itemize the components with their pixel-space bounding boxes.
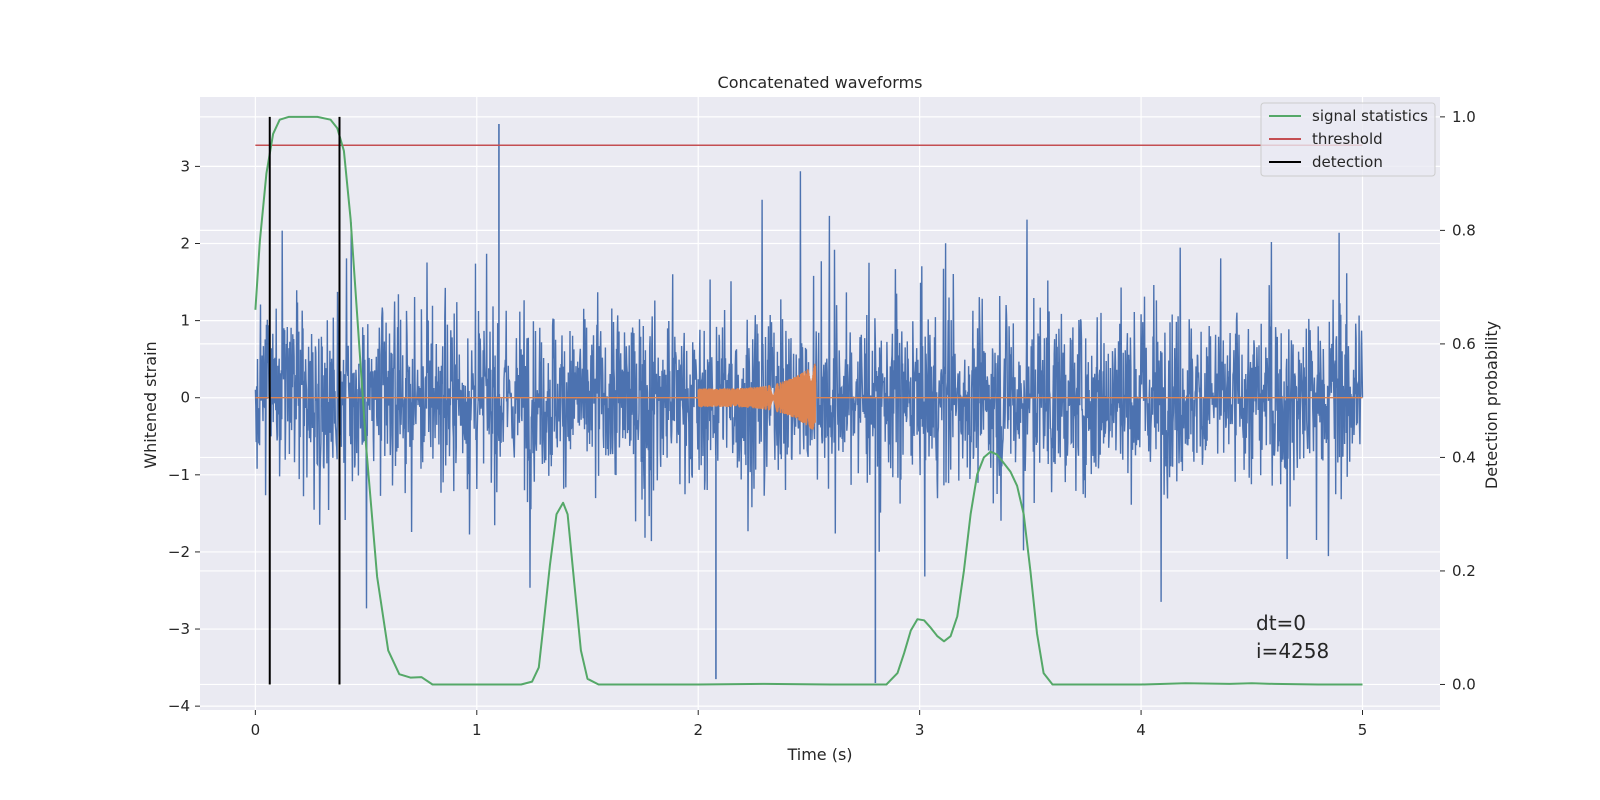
y-tick-label: −2 [168,543,190,561]
y-tick-label: 3 [180,157,190,175]
right-y-axis-ticks: 0.0 0.2 0.4 0.6 0.8 1.0 [1440,108,1476,693]
y-tick-label: −1 [168,466,190,484]
x-tick-label: 1 [472,721,482,739]
template-series-line [255,363,1363,430]
legend: signal statistics threshold detection [1260,102,1436,177]
x-tick-label: 0 [251,721,261,739]
x-axis-ticks: 0 1 2 3 4 5 [251,710,1368,739]
legend-label-threshold: threshold [1312,130,1383,148]
signal-statistics-line [254,115,1363,686]
legend-label-detection: detection [1312,153,1383,171]
y-axis-label: Whitened strain [141,341,160,468]
plot-area [254,115,1364,686]
y-tick-label: −3 [168,620,190,638]
x-axis-label: Time (s) [786,745,852,764]
legend-label-signal-statistics: signal statistics [1312,107,1428,125]
annotation-dt: dt=0 [1256,611,1306,635]
y-tick-label: 1 [180,312,190,330]
right-y-axis-label: Detection probability [1482,321,1501,489]
chart-title: Concatenated waveforms [718,73,923,92]
right-y-tick-label: 0.2 [1452,562,1476,580]
legend-box [1260,102,1436,177]
x-tick-label: 3 [915,721,925,739]
y-tick-label: 0 [180,389,190,407]
right-y-tick-label: 0.0 [1452,675,1476,693]
annotation-i: i=4258 [1256,639,1329,663]
right-y-tick-label: 0.4 [1452,448,1476,466]
right-y-tick-label: 1.0 [1452,108,1476,126]
y-tick-label: 2 [180,235,190,253]
x-tick-label: 4 [1136,721,1146,739]
y-tick-label: −4 [168,697,190,715]
right-y-tick-label: 0.6 [1452,335,1476,353]
right-y-tick-label: 0.8 [1452,221,1476,239]
x-tick-label: 5 [1358,721,1368,739]
x-tick-label: 2 [693,721,703,739]
y-axis-ticks: −4 −3 −2 −1 0 1 2 3 [168,157,200,715]
